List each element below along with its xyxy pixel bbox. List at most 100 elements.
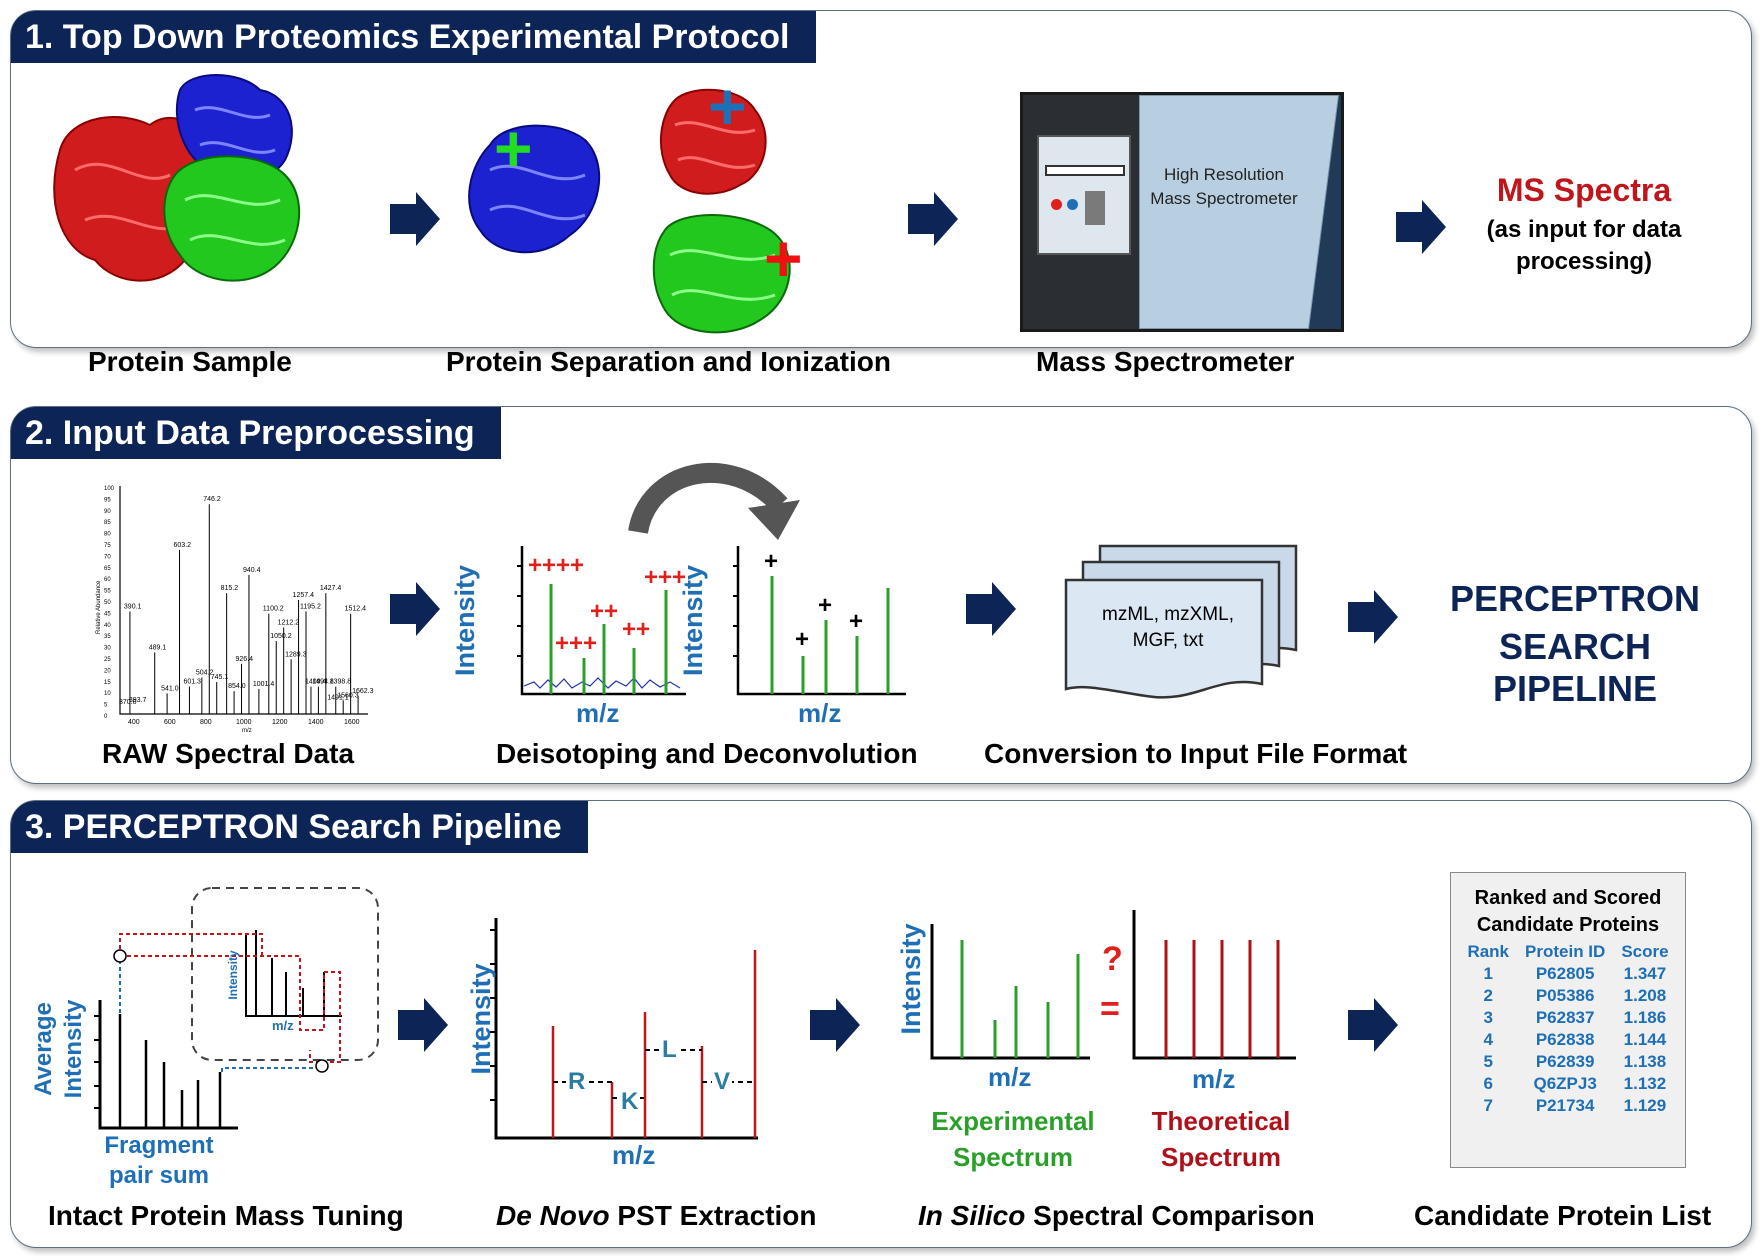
label-candidate-list: Candidate Protein List [1414, 1200, 1712, 1231]
cell-protein-id: P62837 [1535, 1008, 1595, 1027]
red-indicator-icon [1051, 199, 1062, 210]
label-insilico: In Silico Spectral Comparison [918, 1200, 1315, 1232]
theoretical-label-2: Spectrum [1161, 1142, 1281, 1172]
tuning-xlabel-1: Fragment [104, 1132, 214, 1159]
cell-score: 1.208 [1623, 986, 1667, 1005]
deconv-mark-4: + [849, 608, 864, 635]
machine-glass [1139, 95, 1341, 329]
mass-spectrometer-machine: High Resolution Mass Spectrometer [1020, 92, 1344, 332]
charge-label-3: ++ [590, 598, 619, 625]
machine-slot [1045, 165, 1125, 176]
ms-spectra-sub2: processing) [1515, 248, 1653, 275]
label-denovo-italic: De Novo [496, 1200, 610, 1231]
label-insilico-italic: In Silico [918, 1200, 1026, 1231]
charge-label-5: +++ [644, 564, 687, 591]
cell-score: 1.132 [1623, 1074, 1667, 1093]
deiso-left-ylabel: Intensity [450, 564, 480, 676]
cell-rank: 5 [1483, 1052, 1493, 1071]
file-formats-line2: MGF, txt [1132, 630, 1204, 651]
tuning-ylabel-2: Intensity [60, 999, 87, 1099]
pst-ylabel: Intensity [466, 963, 496, 1075]
plus-green-icon: + [494, 111, 533, 185]
machine-panel [1037, 135, 1131, 255]
deiso-left-xlabel: m/z [576, 698, 620, 728]
cell-protein-id: P62805 [1535, 964, 1595, 983]
theoretical-label-1: Theoretical [1151, 1106, 1291, 1136]
charge-label-1: ++++ [528, 552, 585, 579]
label-conversion: Conversion to Input File Format [984, 738, 1408, 769]
experimental-label-1: Experimental [931, 1106, 1095, 1136]
charge-label-2: +++ [555, 630, 598, 657]
table-row: 6 Q6ZPJ3 1.132 [1459, 1073, 1676, 1095]
compare-ylabel: Intensity [896, 923, 926, 1035]
label-denovo: De Novo PST Extraction [496, 1200, 817, 1232]
cell-protein-id: P21734 [1535, 1096, 1595, 1115]
table-header-row: Rank Protein ID Score [1459, 941, 1676, 963]
plus-blue-icon: + [708, 69, 747, 143]
table-title-2: Candidate Proteins [1476, 914, 1660, 936]
cell-protein-id: P62839 [1535, 1052, 1595, 1071]
plus-red-icon: + [764, 221, 803, 295]
panel-protocol: 1. Top Down Proteomics Experimental Prot… [10, 10, 1752, 348]
file-formats-line1: mzML, mzXML, [1102, 604, 1234, 625]
cell-score: 1.138 [1623, 1052, 1667, 1071]
deconv-mark-1: + [764, 548, 779, 575]
label-mass-tuning: Intact Protein Mass Tuning [48, 1200, 404, 1231]
table-row: 7 P21734 1.129 [1459, 1095, 1676, 1117]
machine-text-line1: High Resolution [1163, 165, 1284, 184]
pipeline-title-2: SEARCH PIPELINE [1492, 626, 1658, 709]
label-protein-sample: Protein Sample [88, 346, 292, 377]
table-row: 1 P62805 1.347 [1459, 963, 1676, 985]
ms-spectra-sub1: (as input for data [1486, 216, 1682, 243]
charge-label-4: ++ [622, 616, 651, 643]
compare-xlabel-2: m/z [1192, 1064, 1236, 1094]
cell-rank: 1 [1483, 964, 1493, 983]
candidate-table: Rank Protein ID Score 1 P62805 1.347 2 P0538… [1459, 941, 1676, 1117]
table-row: 3 P62837 1.186 [1459, 1007, 1676, 1029]
machine-text-line2: Mass Spectrometer [1150, 189, 1298, 208]
machine-display [1085, 191, 1105, 225]
cell-rank: 7 [1483, 1096, 1493, 1115]
cell-rank: 3 [1483, 1008, 1493, 1027]
tuning-inset-xlabel: m/z [272, 1018, 294, 1033]
cell-protein-id: P62838 [1535, 1030, 1595, 1049]
deiso-right-ylabel: Intensity [678, 564, 708, 676]
candidate-table-box: Ranked and Scored Candidate Proteins Ran… [1450, 872, 1686, 1168]
deiso-right-xlabel: m/z [798, 698, 842, 728]
deconv-mark-2: + [795, 626, 810, 653]
label-protein-separation: Protein Separation and Ionization [446, 346, 891, 377]
header-rank: Rank [1467, 942, 1510, 961]
compare-xlabel-1: m/z [988, 1062, 1032, 1092]
table-row: 4 P62838 1.144 [1459, 1029, 1676, 1051]
header-score: Score [1621, 942, 1669, 961]
table-title-1: Ranked and Scored [1474, 887, 1662, 909]
ms-spectra-title: MS Spectra [1496, 172, 1672, 208]
cell-score: 1.186 [1623, 1008, 1667, 1027]
table-body: 1 P62805 1.347 2 P05386 1.208 3 P62837 1.186 4 P62… [1459, 963, 1676, 1117]
label-mass-spectrometer: Mass Spectrometer [1036, 346, 1295, 377]
equals-sign: = [1100, 990, 1120, 1028]
blue-indicator-icon [1067, 199, 1078, 210]
residue-k: K [619, 1088, 641, 1116]
cell-protein-id: Q6ZPJ3 [1533, 1074, 1597, 1093]
cell-rank: 2 [1483, 986, 1493, 1005]
cell-protein-id: P05386 [1535, 986, 1595, 1005]
experimental-label-2: Spectrum [953, 1142, 1073, 1172]
residue-l: L [660, 1036, 679, 1064]
pipeline-title-1: PERCEPTRON [1449, 578, 1701, 619]
panel-2-title: 2. Input Data Preprocessing [11, 407, 501, 459]
cell-score: 1.129 [1623, 1096, 1667, 1115]
cell-rank: 4 [1483, 1030, 1493, 1049]
label-raw-spectral: RAW Spectral Data [102, 738, 355, 769]
pst-xlabel: m/z [612, 1140, 656, 1170]
cell-score: 1.144 [1623, 1030, 1667, 1049]
cell-rank: 6 [1483, 1074, 1493, 1093]
label-denovo-rest: PST Extraction [609, 1200, 817, 1231]
question-mark: ? [1102, 940, 1123, 978]
label-deisotoping: Deisotoping and Deconvolution [496, 738, 918, 769]
tuning-xlabel-2: pair sum [108, 1162, 210, 1189]
label-insilico-rest: Spectral Comparison [1025, 1200, 1315, 1231]
residue-v: V [712, 1068, 733, 1096]
table-row: 5 P62839 1.138 [1459, 1051, 1676, 1073]
residue-r: R [566, 1068, 588, 1096]
